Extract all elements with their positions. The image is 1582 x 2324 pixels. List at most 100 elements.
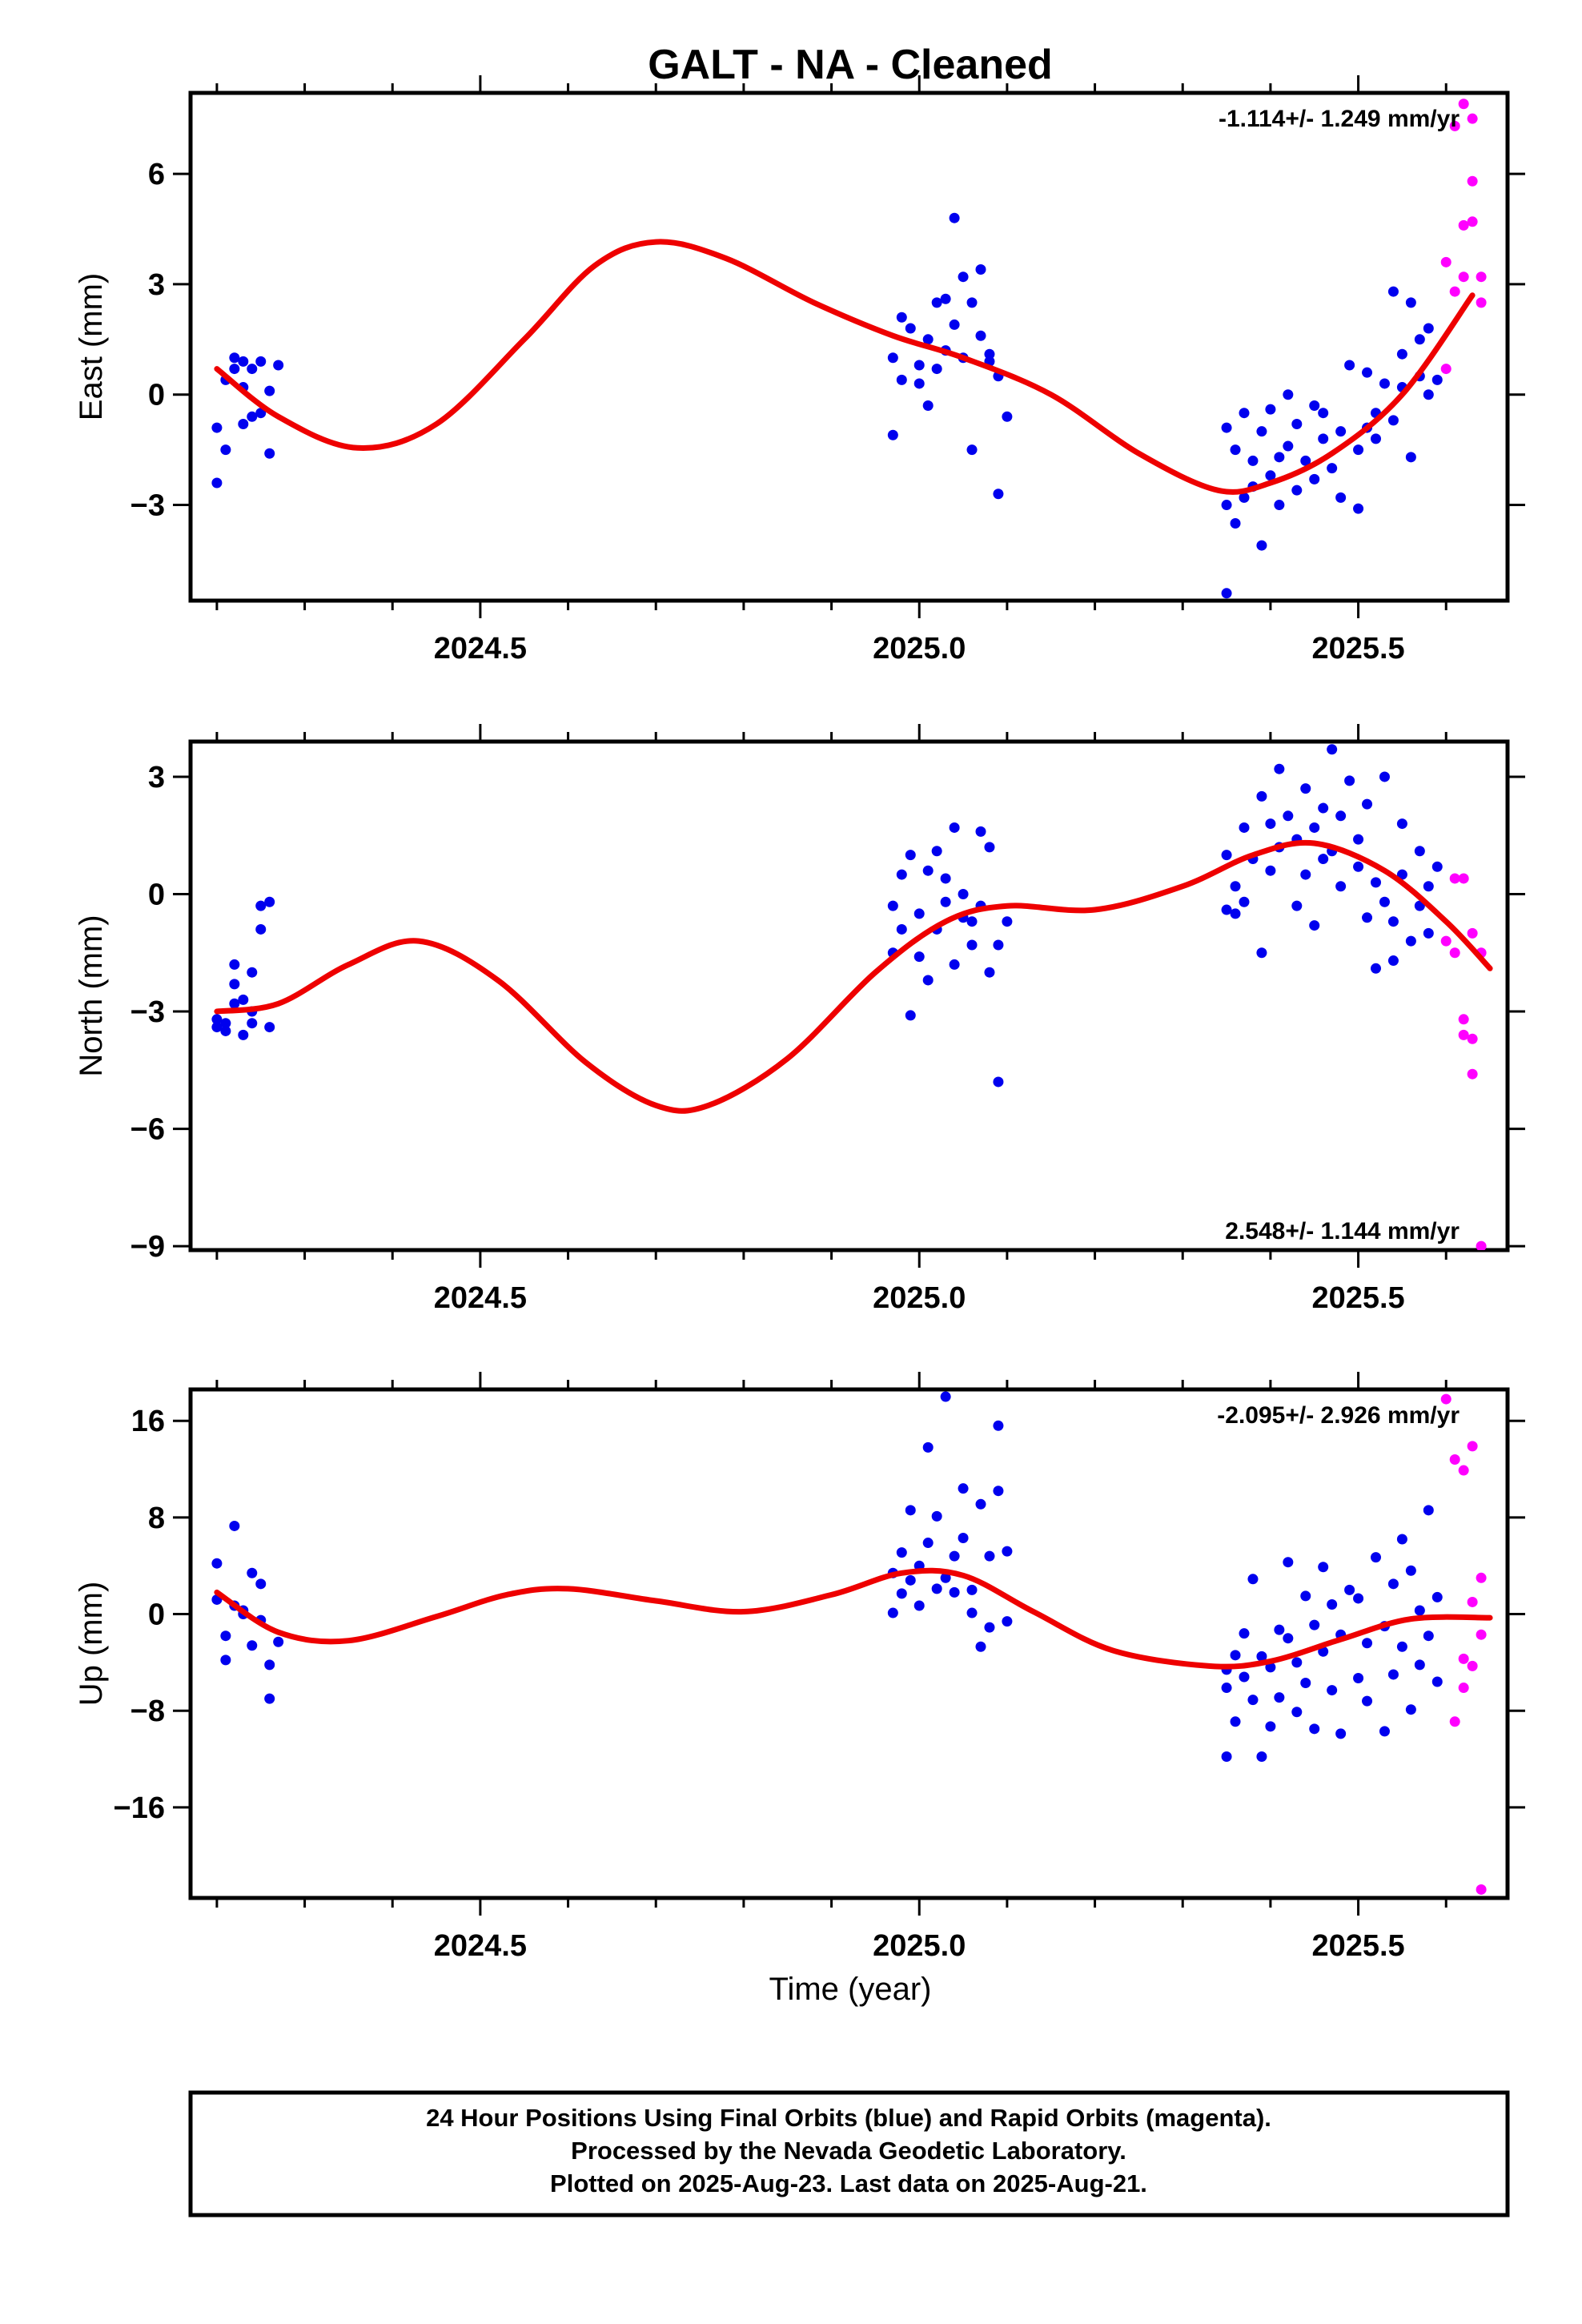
east-final-point	[931, 297, 942, 308]
up-final-point	[1247, 1574, 1259, 1585]
north-final-point	[1396, 869, 1407, 880]
east-final-point	[1327, 463, 1338, 474]
north-final-point	[958, 889, 969, 899]
east-final-point	[1353, 444, 1364, 456]
east-rapid-point	[1476, 271, 1487, 283]
north-frame	[188, 739, 1510, 1252]
north-final-point	[211, 1022, 223, 1033]
up-final-point	[1335, 1728, 1347, 1739]
north-final-point	[1230, 908, 1241, 919]
east-frame	[188, 90, 1510, 603]
north-fit-curve	[214, 839, 1493, 1114]
up-final-point	[1396, 1641, 1407, 1652]
east-rapid-point	[1476, 297, 1487, 308]
up-final-point	[1362, 1695, 1373, 1707]
north-final-point	[1291, 900, 1303, 911]
east-final-point	[1362, 367, 1373, 378]
east-final-point	[238, 418, 249, 429]
up-final-point	[993, 1486, 1004, 1497]
up-y-axis-label: Up (mm)	[74, 1582, 109, 1707]
up-final-point	[1327, 1598, 1338, 1610]
east-final-point	[247, 411, 258, 422]
east-final-point	[1247, 455, 1259, 466]
north-y-tick-label: −9	[130, 1230, 165, 1264]
north-rapid-point	[1449, 873, 1460, 884]
east-final-point	[1221, 500, 1232, 511]
up-final-point	[1318, 1562, 1329, 1573]
north-rapid-point	[1458, 1014, 1469, 1025]
up-final-point	[1230, 1650, 1241, 1661]
east-final-point	[273, 360, 284, 371]
north-final-point	[1379, 771, 1390, 782]
up-final-point	[905, 1505, 916, 1516]
up-final-point	[958, 1533, 969, 1544]
north-x-tick-label: 2025.0	[873, 1281, 966, 1315]
north-final-point	[264, 1022, 275, 1033]
east-rapid-point	[1467, 175, 1478, 187]
up-rate-label: -2.095+/- 2.926 mm/yr	[1217, 1402, 1460, 1429]
up-final-point	[922, 1441, 934, 1453]
up-final-point	[229, 1520, 240, 1531]
north-y-tick-label: 0	[148, 879, 165, 912]
up-final-point	[940, 1391, 951, 1402]
north-final-point	[913, 908, 925, 919]
north-final-point	[1300, 869, 1311, 880]
east-final-point	[913, 378, 925, 389]
north-plot-area	[211, 744, 1493, 1250]
east-final-point	[993, 489, 1004, 500]
footer-line-2: Processed by the Nevada Geodetic Laborat…	[571, 2137, 1126, 2165]
east-final-point	[1239, 492, 1250, 503]
east-plot-area	[211, 99, 1487, 599]
up-final-point	[1387, 1669, 1399, 1680]
north-rapid-point	[1440, 935, 1452, 947]
up-final-point	[931, 1510, 942, 1522]
up-y-tick-label: 16	[131, 1405, 165, 1438]
up-y-tick-label: 8	[148, 1502, 165, 1535]
east-final-point	[1256, 540, 1267, 551]
north-y-tick-label: −3	[130, 995, 165, 1029]
up-panel: 2024.5 2025.0 2025.5 16 8 0 −8 −16 Up (mm) -2.095…	[74, 1372, 1525, 1963]
east-final-point	[975, 264, 986, 275]
chart-title: GALT - NA - Cleaned	[648, 42, 1053, 88]
north-final-point	[1379, 896, 1390, 907]
footer-box: 24 Hour Positions Using Final Orbits (bl…	[188, 2090, 1510, 2217]
east-final-point	[1230, 518, 1241, 529]
east-final-point	[1283, 389, 1294, 400]
north-final-point	[940, 896, 951, 907]
east-final-point	[984, 348, 995, 360]
up-final-point	[264, 1659, 275, 1671]
up-rapid-point	[1440, 1393, 1452, 1405]
north-final-point	[1300, 783, 1311, 794]
north-final-point	[1239, 822, 1250, 833]
north-final-point	[905, 1010, 916, 1021]
footer-border	[188, 2090, 1510, 2217]
up-final-point	[1344, 1584, 1355, 1595]
north-final-point	[1362, 798, 1373, 810]
up-final-point	[1371, 1552, 1381, 1563]
east-rapid-point	[1440, 364, 1452, 375]
north-y-tick-label: −6	[130, 1113, 165, 1147]
east-final-point	[887, 429, 898, 440]
north-final-point	[1265, 818, 1276, 830]
up-final-point	[211, 1558, 223, 1569]
north-final-point	[922, 865, 934, 876]
north-final-point	[1405, 935, 1416, 947]
up-final-point	[247, 1640, 258, 1651]
north-final-point	[238, 994, 249, 1005]
up-final-point	[887, 1607, 898, 1618]
north-panel: 2024.5 2025.0 2025.5 3 0 −3 −6 −9 North (mm) 2.54…	[74, 724, 1525, 1315]
east-final-point	[1221, 588, 1232, 599]
up-final-point	[1423, 1630, 1434, 1642]
east-final-point	[229, 364, 240, 375]
east-final-point	[1256, 426, 1267, 437]
north-final-point	[1318, 854, 1329, 865]
east-final-point	[1274, 500, 1285, 511]
north-final-point	[255, 923, 267, 935]
up-final-point	[1002, 1546, 1013, 1557]
east-final-point	[1405, 452, 1416, 463]
up-final-point	[1221, 1683, 1232, 1694]
east-x-tick-label: 2025.0	[873, 632, 966, 665]
east-final-point	[1309, 473, 1320, 485]
